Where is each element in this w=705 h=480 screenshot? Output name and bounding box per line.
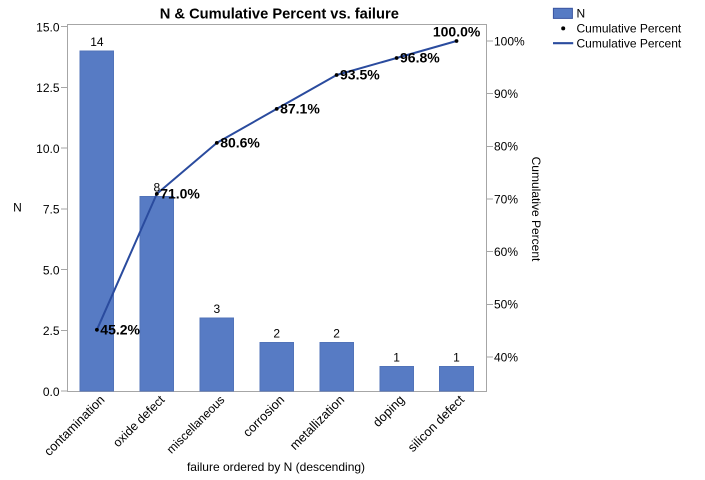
svg-text:8: 8 [153,181,160,195]
svg-text:87.1%: 87.1% [280,101,320,117]
svg-text:15.0: 15.0 [36,20,60,34]
svg-text:0.0: 0.0 [43,385,60,399]
svg-text:2: 2 [273,326,280,340]
svg-text:80%: 80% [494,140,518,154]
svg-text:2: 2 [333,326,340,340]
svg-text:N & Cumulative Percent vs. fai: N & Cumulative Percent vs. failure [160,7,399,23]
svg-text:100%: 100% [494,34,525,48]
svg-text:3: 3 [213,302,220,316]
svg-text:5.0: 5.0 [43,263,60,277]
svg-text:50%: 50% [494,298,518,312]
svg-text:14: 14 [90,35,104,49]
svg-text:80.6%: 80.6% [220,135,260,151]
svg-text:2.5: 2.5 [43,324,60,338]
svg-text:100.0%: 100.0% [433,24,481,40]
svg-text:N: N [577,7,586,21]
svg-text:40%: 40% [494,350,518,364]
svg-text:1: 1 [453,351,460,365]
svg-text:70%: 70% [494,192,518,206]
svg-text:96.8%: 96.8% [400,50,440,66]
svg-text:45.2%: 45.2% [100,321,140,337]
svg-text:60%: 60% [494,245,518,259]
svg-text:93.5%: 93.5% [340,67,380,83]
svg-text:N: N [13,201,22,215]
svg-text:7.5: 7.5 [43,203,60,217]
svg-text:71.0%: 71.0% [160,186,200,202]
svg-text:90%: 90% [494,87,518,101]
svg-text:Cumulative Percent: Cumulative Percent [577,21,682,35]
svg-text:Cumulative Percent: Cumulative Percent [529,157,543,262]
svg-text:12.5: 12.5 [36,81,60,95]
svg-text:10.0: 10.0 [36,142,60,156]
svg-text:1: 1 [393,351,400,365]
svg-text:Cumulative Percent: Cumulative Percent [577,36,682,50]
svg-text:failure ordered by N (descendi: failure ordered by N (descending) [187,460,365,474]
